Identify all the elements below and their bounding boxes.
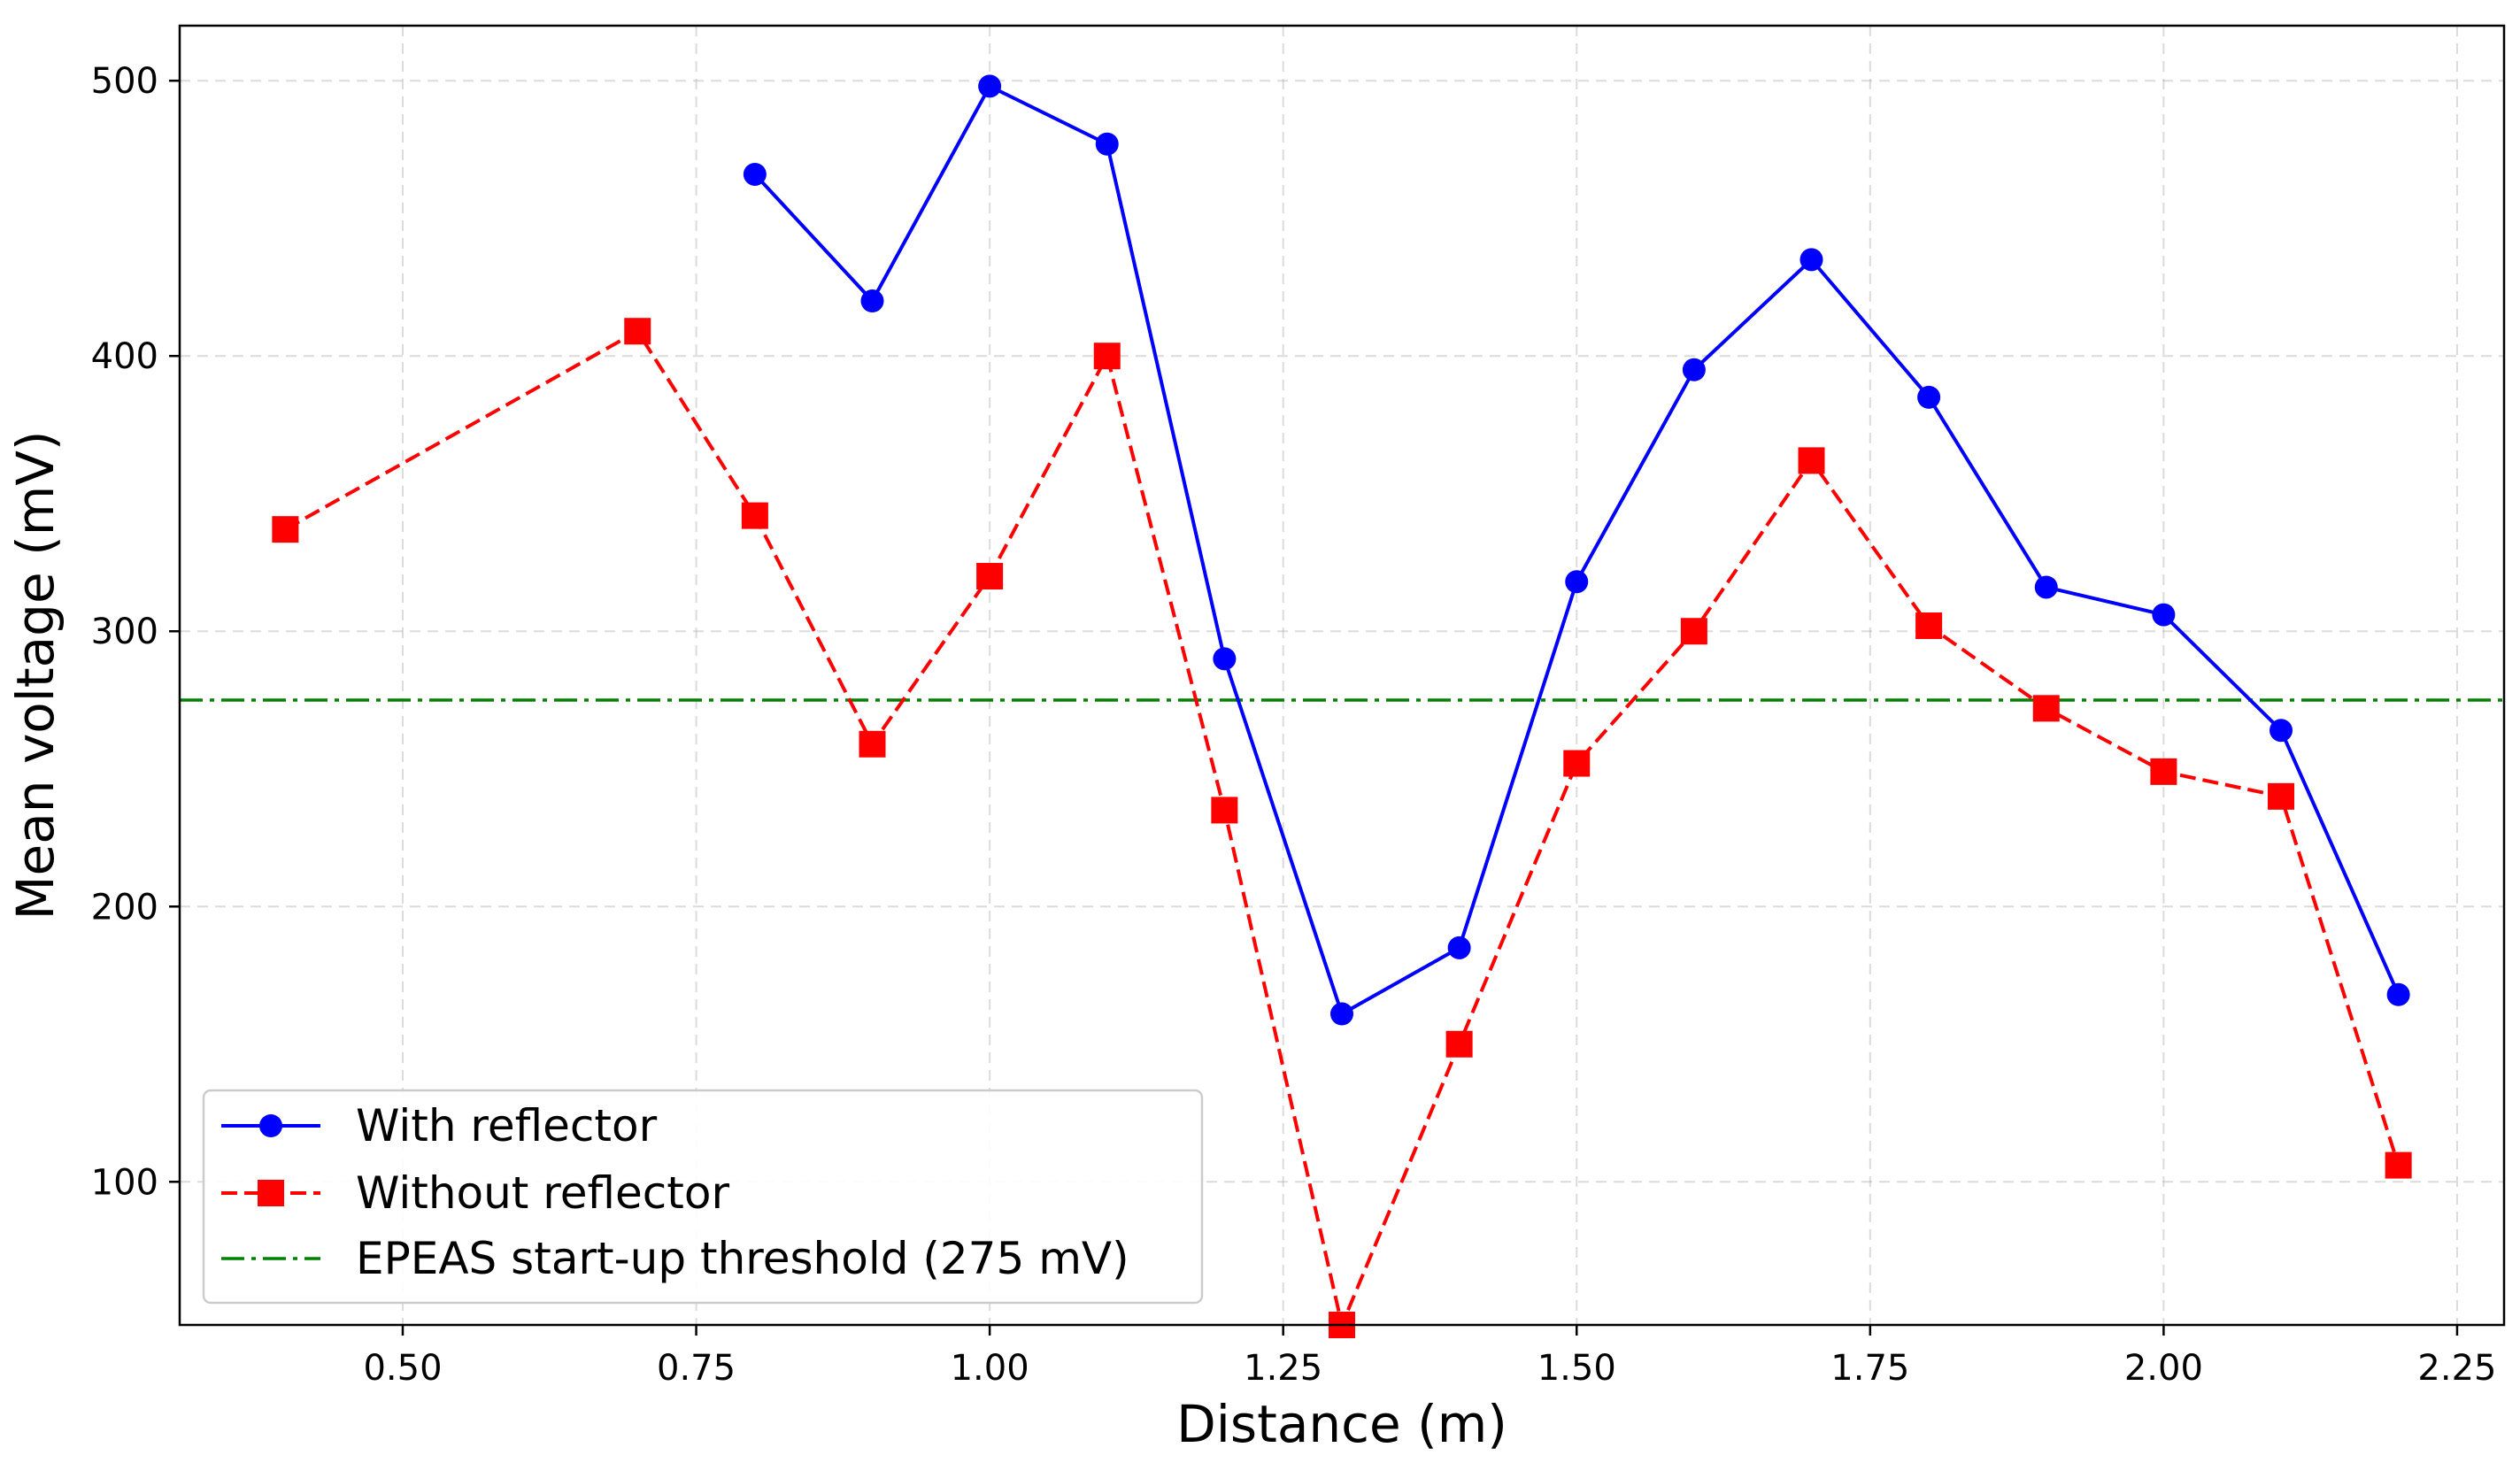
y-axis-label: Mean voltage (mV) [5,430,66,920]
point-without-reflector-0 [272,516,299,543]
y-axis: 100 200 300 400 500 [91,61,180,1203]
series-layer [272,74,2412,1338]
legend-entry-without-reflector: Without reflector [356,1167,729,1219]
point-without-reflector-15 [2268,782,2295,810]
point-with-reflector-9 [1799,248,1823,272]
point-without-reflector-8 [1445,1030,1473,1058]
x-axis-label: Distance (m) [1176,1394,1507,1454]
legend-entry-threshold: EPEAS start-up threshold (275 mV) [356,1233,1129,1284]
y-tick-label-2: 300 [91,612,158,652]
point-without-reflector-4 [976,563,1004,590]
point-without-reflector-3 [859,730,886,758]
legend-marker-without-reflector [258,1180,284,1206]
y-tick-label-0: 100 [91,1162,158,1203]
legend: With reflector Without reflector EPEAS s… [202,1089,1204,1305]
legend-entry-with-reflector: With reflector [356,1100,658,1151]
x-tick-label-6: 2.00 [2124,1348,2203,1389]
point-with-reflector-5 [1330,1002,1353,1026]
y-tick-label-3: 400 [91,336,158,377]
point-without-reflector-13 [2032,695,2060,722]
point-without-reflector-12 [1915,612,1943,640]
x-axis: 0.50 0.75 1.00 1.25 1.50 1.75 2.00 2.25 [363,1325,2496,1389]
point-with-reflector-8 [1682,358,1706,381]
point-without-reflector-9 [1563,750,1591,777]
x-tick-label-4: 1.50 [1537,1348,1616,1389]
grid [180,26,2504,1325]
y-tick-label-1: 200 [91,887,158,928]
plot-frame [178,24,2506,1327]
point-with-reflector-10 [1917,385,1941,409]
point-without-reflector-1 [624,318,651,345]
x-tick-label-5: 1.75 [1830,1348,1909,1389]
point-with-reflector-12 [2152,603,2176,627]
point-without-reflector-6 [1211,797,1238,824]
x-tick-label-2: 1.00 [951,1348,1029,1389]
point-without-reflector-16 [2385,1151,2412,1179]
point-without-reflector-2 [741,502,768,529]
x-tick-label-3: 1.25 [1244,1348,1322,1389]
y-tick-label-4: 500 [91,61,158,102]
point-without-reflector-11 [1798,447,1825,474]
legend-marker-with-reflector [259,1114,282,1137]
x-tick-label-1: 0.75 [657,1348,736,1389]
point-with-reflector-6 [1447,936,1471,959]
point-with-reflector-4 [1213,647,1237,671]
point-with-reflector-0 [743,162,767,186]
point-with-reflector-14 [2386,982,2410,1006]
point-with-reflector-1 [860,289,884,313]
point-without-reflector-14 [2150,758,2177,785]
point-with-reflector-3 [1095,132,1119,156]
point-with-reflector-13 [2270,719,2293,743]
point-without-reflector-5 [1093,343,1121,370]
x-tick-label-7: 2.25 [2417,1348,2496,1389]
point-with-reflector-11 [2034,575,2058,599]
x-tick-label-0: 0.50 [363,1348,442,1389]
point-without-reflector-10 [1680,618,1707,645]
point-with-reflector-7 [1565,570,1589,594]
legend-box [202,1089,1204,1305]
point-with-reflector-2 [978,74,1002,98]
